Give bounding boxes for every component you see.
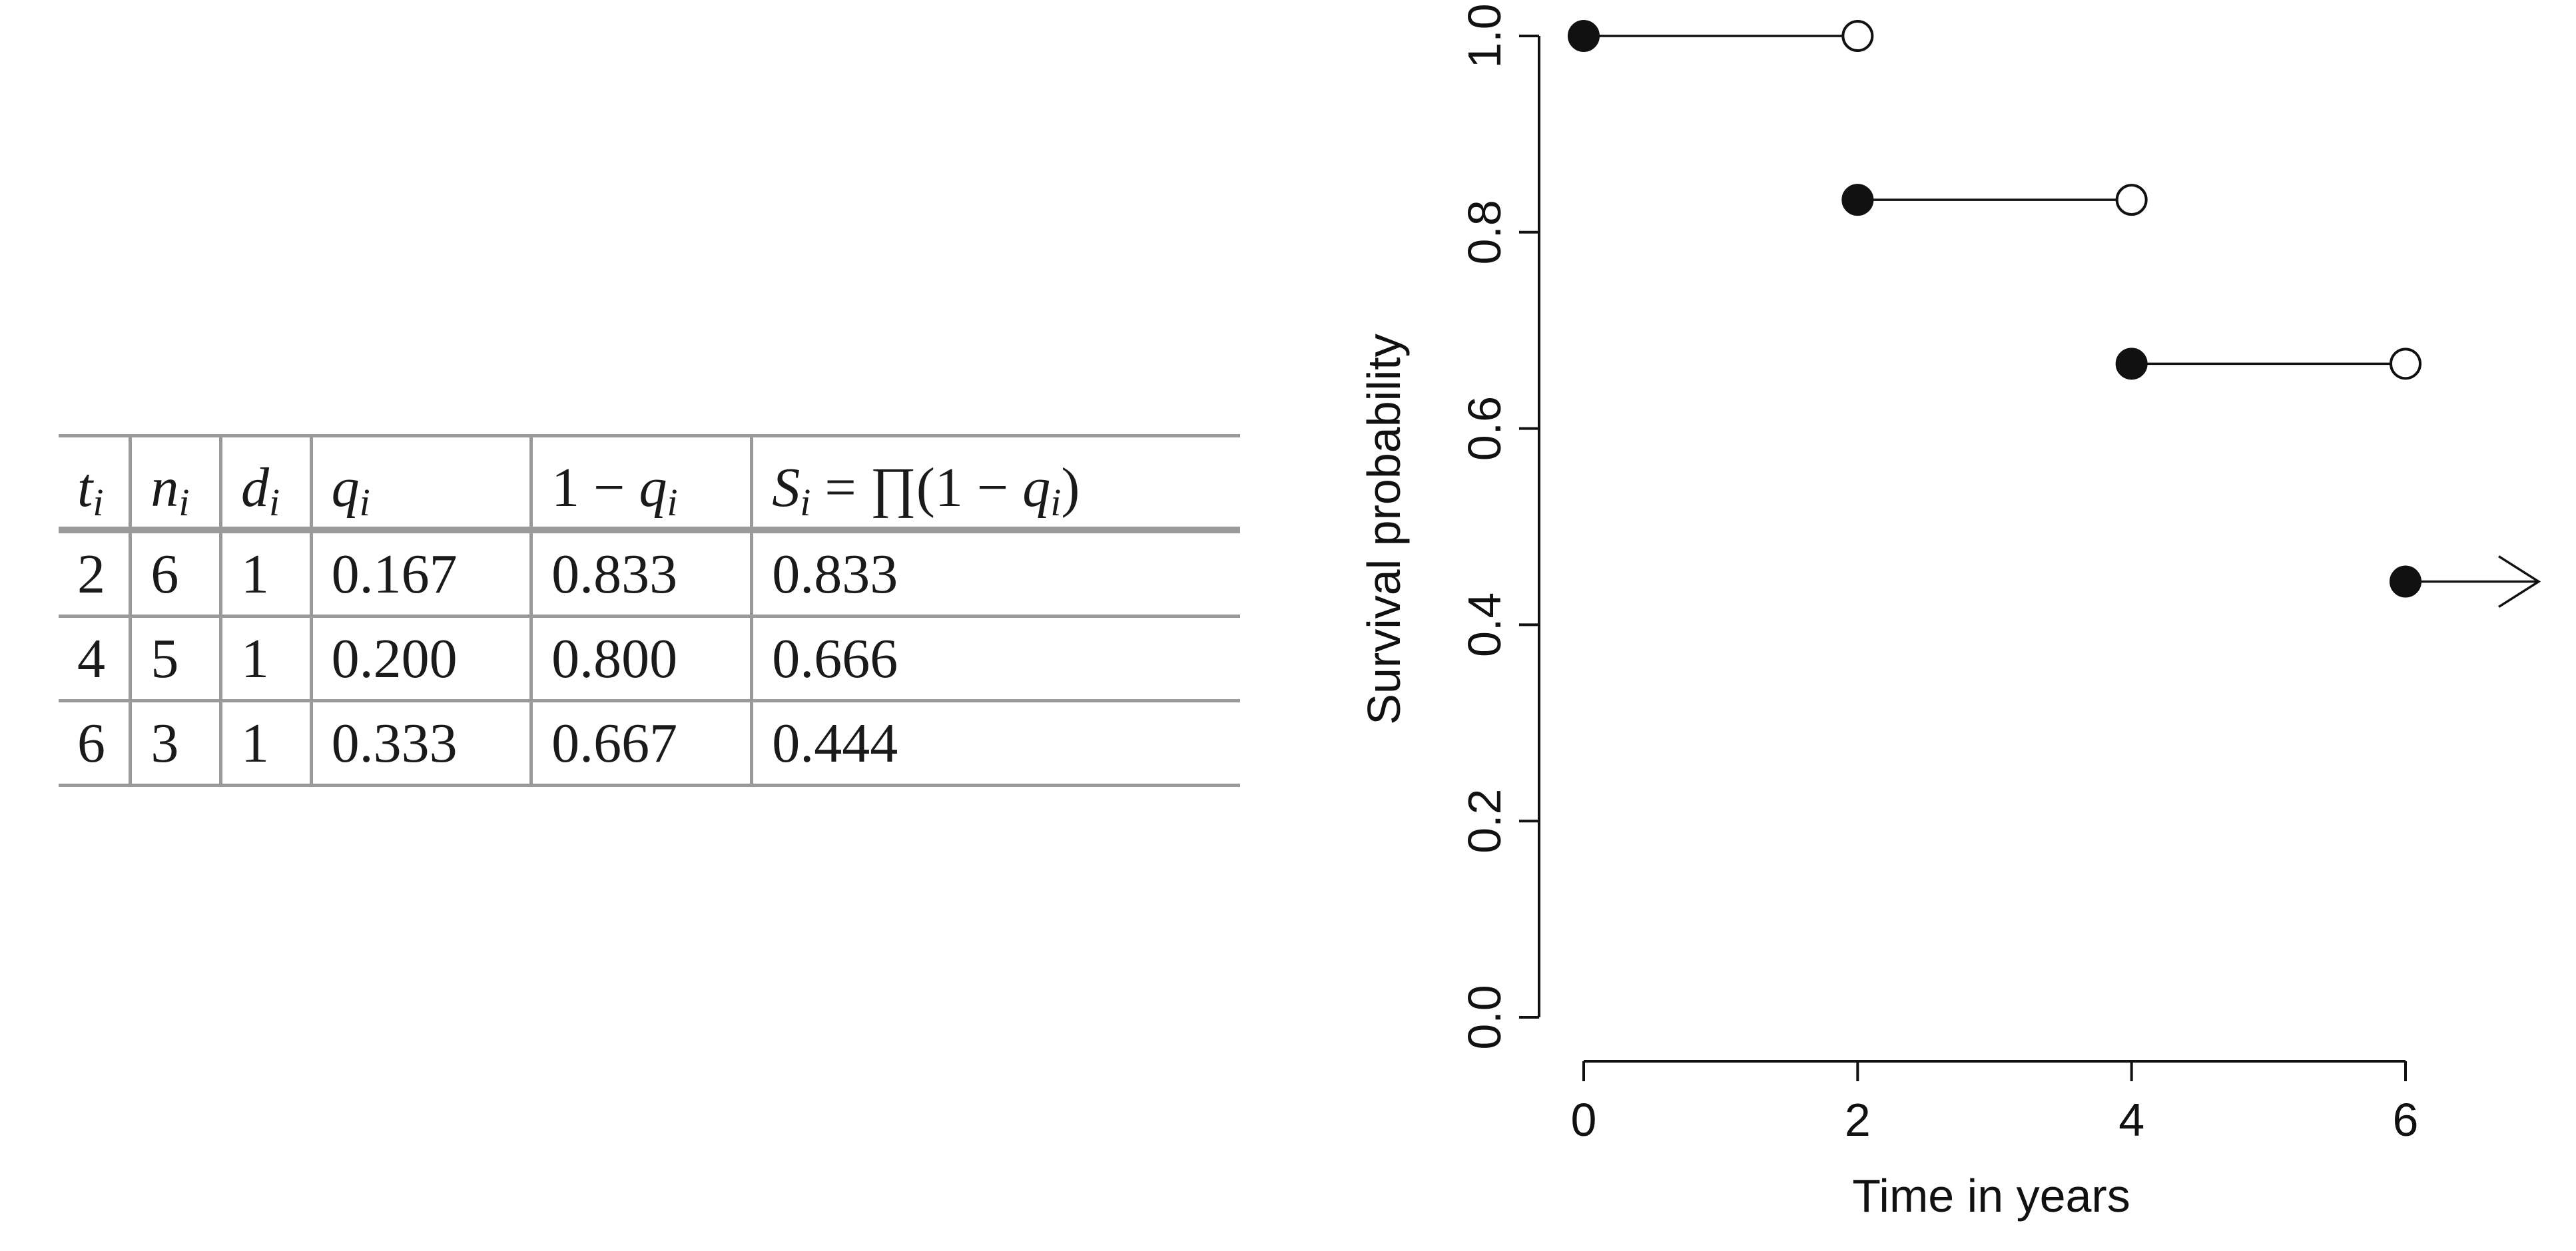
y-tick-label: 1.0	[1458, 3, 1510, 68]
table-cell: 1	[219, 530, 312, 617]
table-cell: 0.667	[529, 700, 752, 786]
table-cell: 0.833	[750, 530, 1240, 617]
filled-dot	[2390, 565, 2421, 598]
table-cell: 4	[77, 627, 105, 690]
table-cell: 6	[77, 712, 105, 774]
table-cell: 0.333	[309, 700, 531, 786]
y-tick-label: 0.6	[1458, 396, 1510, 461]
x-axis-label: Time in years	[1852, 1170, 2130, 1222]
table-cell: 0.666	[750, 616, 1240, 701]
filled-dot	[1568, 20, 1600, 52]
y-tick-label: 0.4	[1458, 593, 1510, 657]
life-table: ti ni di qi 1 − qi Si = ∏(1 − qi) 2 6 1 …	[59, 434, 1240, 787]
y-axis: 0.0 0.2 0.4 0.6 0.8 1.0	[1458, 3, 1540, 1050]
open-dot	[2115, 184, 2148, 216]
table-cell: 0.200	[309, 616, 531, 701]
y-tick-label: 0.2	[1458, 789, 1510, 854]
arrow-icon	[2498, 555, 2541, 609]
table-cell: 0.800	[529, 616, 752, 701]
col-header-q: qi	[309, 435, 531, 530]
col-header-t: ti	[77, 457, 104, 524]
col-header-n: ni	[129, 435, 221, 530]
table-cell: 0.444	[750, 700, 1240, 786]
table-row: 2 6 1 0.167 0.833 0.833	[59, 530, 1240, 617]
col-header-d: di	[219, 435, 312, 530]
x-tick-label: 4	[2118, 1094, 2144, 1146]
y-tick-label: 0.0	[1458, 985, 1510, 1049]
table-cell: 5	[129, 616, 221, 701]
col-header-s: Si = ∏(1 − qi)	[750, 435, 1240, 530]
table-row: 4 5 1 0.200 0.800 0.666	[59, 616, 1240, 701]
y-axis-label: Survival probability	[1358, 334, 1410, 724]
table-header-row: ti ni di qi 1 − qi Si = ∏(1 − qi)	[59, 435, 1240, 530]
filled-dot	[1841, 184, 1874, 216]
table-cell: 3	[129, 700, 221, 786]
table-row: 6 3 1 0.333 0.667 0.444	[59, 700, 1240, 786]
x-tick-label: 2	[1845, 1094, 1871, 1146]
col-header-one-minus-q: 1 − qi	[529, 435, 752, 530]
x-tick-label: 0	[1571, 1094, 1597, 1146]
x-axis: 0 2 4 6	[1571, 1060, 2419, 1146]
filled-dot	[2115, 348, 2148, 380]
table-cell: 1	[219, 700, 312, 786]
survival-step-series	[1568, 20, 2541, 609]
y-tick-label: 0.8	[1458, 200, 1510, 264]
open-dot	[1841, 20, 1874, 52]
table-cell: 0.833	[529, 530, 752, 617]
table-cell: 1	[219, 616, 312, 701]
table-cell: 6	[129, 530, 221, 617]
table-cell: 2	[77, 543, 105, 605]
x-tick-label: 6	[2393, 1094, 2419, 1146]
table-cell: 0.167	[309, 530, 531, 617]
open-dot	[2390, 348, 2421, 380]
